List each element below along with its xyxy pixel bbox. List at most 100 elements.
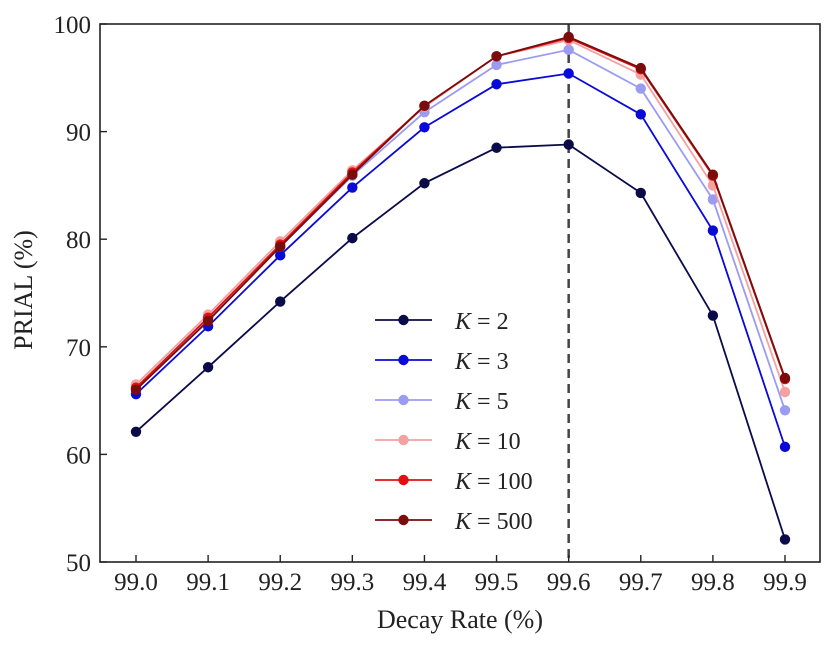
x-tick-label: 99.5: [475, 569, 519, 596]
data-point: [563, 31, 574, 43]
data-point: [347, 182, 358, 193]
legend-label: K = 3: [454, 349, 509, 375]
x-tick-label: 99.7: [619, 569, 663, 596]
x-tick-label: 99.1: [186, 569, 230, 596]
data-point: [779, 386, 791, 398]
legend-k-symbol: K: [454, 389, 473, 415]
series-4: [130, 32, 791, 393]
axes: 99.0 99.1 99.2 99.3 99.4 99.5 99.6 99.7 99.8 99.9…: [54, 12, 821, 596]
data-point: [491, 51, 502, 62]
legend-k-value: 3: [497, 349, 509, 375]
y-tick-label: 60: [66, 442, 91, 469]
data-point: [635, 83, 646, 94]
series-line: [135, 72, 786, 448]
legend-label: K = 5: [454, 389, 509, 415]
data-point: [419, 100, 430, 111]
x-axis-title: Decay Rate (%): [377, 605, 543, 634]
legend-k-symbol: K: [454, 349, 473, 375]
legend-label: K = 100: [454, 469, 533, 495]
legend-equals: =: [471, 469, 497, 495]
data-point: [707, 225, 719, 236]
legend-k-value: 10: [497, 429, 521, 455]
series-line: [135, 37, 786, 389]
legend-entry-2: K = 5: [375, 389, 509, 415]
series-0: [130, 139, 791, 545]
series-line: [135, 35, 786, 391]
x-tick-label: 99.9: [763, 569, 807, 596]
legend-marker: [398, 314, 409, 326]
data-point: [491, 79, 502, 90]
legend-marker: [398, 434, 409, 446]
data-point: [419, 122, 430, 133]
legend-k-value: 500: [497, 509, 533, 535]
data-point: [779, 441, 791, 453]
legend-marker: [398, 354, 409, 366]
data-point: [779, 372, 791, 384]
data-point: [779, 534, 791, 545]
legend-entry-3: K = 10: [375, 429, 521, 455]
data-point: [275, 241, 286, 252]
data-point: [419, 178, 430, 189]
legend-equals: =: [471, 349, 497, 375]
data-point: [563, 68, 574, 79]
y-tick-label: 80: [66, 227, 91, 254]
data-point: [779, 405, 791, 416]
data-point: [563, 44, 574, 56]
data-point: [635, 187, 646, 199]
data-point: [130, 426, 142, 438]
x-tick-label: 99.3: [330, 569, 374, 596]
data-point: [202, 315, 214, 327]
legend-k-symbol: K: [454, 429, 473, 455]
series-line: [135, 143, 786, 540]
legend-k-value: 5: [497, 389, 509, 415]
data-point: [635, 109, 646, 120]
legend-k-symbol: K: [454, 309, 473, 335]
legend-equals: =: [471, 509, 497, 535]
data-point: [347, 232, 358, 244]
legend-equals: =: [471, 429, 497, 455]
x-tick-label: 99.0: [114, 569, 158, 596]
y-tick-label: 70: [66, 335, 91, 362]
axes-frame: [99, 23, 821, 563]
series-layer: [130, 31, 791, 545]
y-tick-label: 90: [66, 120, 91, 147]
data-point: [130, 384, 142, 396]
data-point: [563, 139, 574, 150]
legend-k-value: 100: [497, 469, 533, 495]
data-point: [707, 310, 719, 321]
data-point: [707, 194, 719, 205]
legend-entry-1: K = 3: [375, 349, 509, 375]
data-point: [491, 59, 502, 71]
data-point: [707, 169, 719, 180]
data-point: [347, 169, 358, 180]
y-tick-label: 100: [54, 12, 92, 39]
x-tick-label: 99.4: [403, 569, 447, 596]
data-point: [275, 296, 286, 307]
x-tick-label: 99.6: [547, 569, 591, 596]
data-point: [275, 250, 286, 261]
data-point: [202, 362, 214, 373]
legend-k-value: 2: [497, 309, 509, 335]
y-tick-label: 50: [66, 550, 91, 577]
series-line: [135, 39, 786, 393]
legend-marker: [398, 394, 409, 406]
series-1: [130, 68, 791, 453]
legend-k-symbol: K: [454, 509, 473, 535]
legend-equals: =: [471, 309, 497, 335]
legend-entry-4: K = 100: [375, 469, 533, 495]
series-5: [130, 31, 791, 396]
legend-equals: =: [471, 389, 497, 415]
legend-entry-0: K = 2: [375, 309, 509, 335]
data-point: [635, 62, 646, 74]
y-axis-title: PRIAL (%): [9, 230, 38, 350]
x-tick-label: 99.8: [691, 569, 735, 596]
legend-label: K = 10: [454, 429, 521, 455]
legend-label: K = 500: [454, 509, 533, 535]
legend-k-symbol: K: [454, 469, 473, 495]
data-point: [491, 142, 502, 153]
x-tick-label: 99.2: [258, 569, 302, 596]
legend-label: K = 2: [454, 309, 509, 335]
legend-marker: [398, 474, 409, 486]
